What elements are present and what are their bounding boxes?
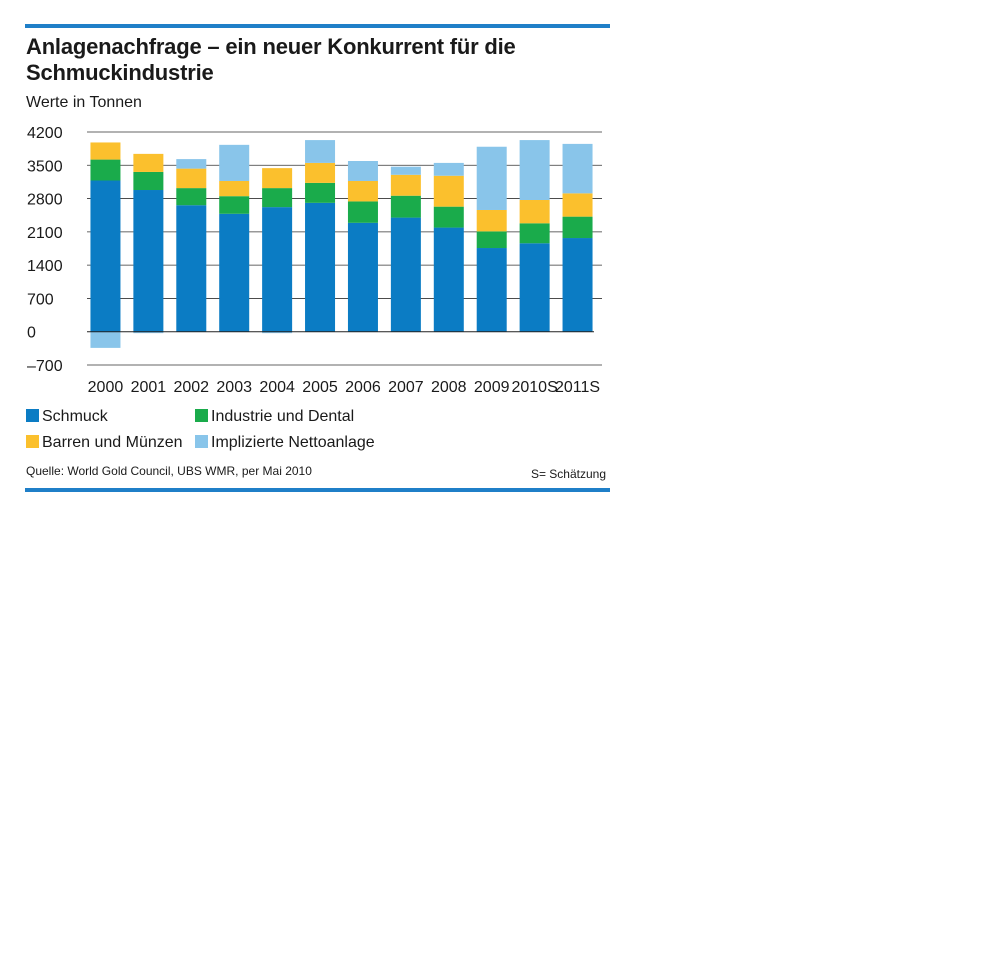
- bar-segment: [562, 143, 593, 194]
- legend-item-nettoanlage: Implizierte Nettoanlage: [195, 433, 375, 453]
- bar-segment: [347, 222, 378, 332]
- bar-segment: [305, 182, 336, 203]
- legend-item-industrie: Industrie und Dental: [195, 407, 354, 427]
- bar-segment: [133, 153, 164, 172]
- y-tick-label: 3500: [27, 158, 63, 175]
- legend: Schmuck Industrie und Dental Barren und …: [25, 407, 610, 463]
- x-tick-label: 2010S: [511, 379, 557, 396]
- bar-segment: [476, 209, 507, 232]
- legend-swatch-barren: [26, 435, 39, 448]
- bottom-rule: [25, 488, 610, 492]
- x-tick-label: 2004: [259, 379, 295, 396]
- bar-segment: [176, 159, 207, 169]
- bar-segment: [305, 202, 336, 332]
- bar-segment: [262, 188, 293, 208]
- bar-segment: [519, 140, 550, 200]
- bar-segment: [305, 162, 336, 183]
- y-tick-label: 2100: [27, 225, 63, 242]
- bar-segment: [176, 188, 207, 206]
- bar-segment: [176, 168, 207, 189]
- bar-segment: [562, 193, 593, 217]
- bar-segment: [219, 180, 250, 197]
- stacked-bar-chart: 4200 3500 2800 2100 1400 700 0 –700 2000 2001 2002…: [27, 125, 602, 396]
- source-note: Quelle: World Gold Council, UBS WMR, per…: [26, 464, 312, 478]
- chart-subtitle: Werte in Tonnen: [26, 94, 142, 111]
- bar-segment: [90, 142, 121, 160]
- x-tick-label: 2007: [388, 379, 424, 396]
- bar-segment: [562, 238, 593, 332]
- bar-segment: [219, 213, 250, 332]
- bar-segment: [176, 205, 207, 332]
- legend-label-industrie: Industrie und Dental: [211, 408, 355, 425]
- bar-segment: [519, 223, 550, 244]
- legend-item-barren: Barren und Münzen: [26, 433, 183, 453]
- legend-item-schmuck: Schmuck: [26, 407, 108, 427]
- y-tick-label: 2800: [27, 192, 63, 209]
- x-tick-label: 2003: [216, 379, 252, 396]
- bar-segment: [476, 231, 507, 249]
- legend-swatch-schmuck: [26, 409, 39, 422]
- bar-segment: [433, 206, 464, 228]
- bar-segment: [390, 174, 421, 196]
- legend-label-nettoanlage: Implizierte Nettoanlage: [211, 434, 375, 451]
- estimate-note: S= Schätzung: [530, 467, 606, 481]
- bar-segment: [219, 196, 250, 214]
- legend-label-schmuck: Schmuck: [42, 408, 108, 425]
- bar-segment: [262, 207, 293, 332]
- bar-segment: [390, 217, 421, 332]
- bar-segment: [262, 168, 293, 189]
- bar-segment: [519, 199, 550, 224]
- x-tick-label: 2001: [131, 379, 167, 396]
- bar-segment: [90, 331, 121, 348]
- bar-segment: [390, 195, 421, 218]
- y-tick-label: 0: [27, 325, 36, 342]
- x-tick-label: 2011S: [555, 379, 600, 396]
- bar-segment: [433, 162, 464, 176]
- bar-segment: [90, 180, 121, 332]
- x-tick-label: 2000: [88, 379, 124, 396]
- y-tick-label: 4200: [27, 125, 63, 142]
- legend-swatch-industrie: [195, 409, 208, 422]
- bar-segment: [262, 331, 293, 334]
- bar-segment: [90, 159, 121, 181]
- bar-segment: [476, 146, 507, 210]
- bar-segment: [433, 175, 464, 207]
- top-rule: [25, 24, 610, 28]
- bar-segment: [347, 161, 378, 181]
- y-tick-label: 700: [27, 291, 54, 308]
- y-tick-label: 1400: [27, 258, 63, 275]
- legend-label-barren: Barren und Münzen: [42, 434, 183, 451]
- chart-title: Anlagenachfrage – ein neuer Konkurrent f…: [26, 34, 516, 85]
- bar-segment: [219, 144, 250, 181]
- x-tick-label: 2009: [474, 379, 510, 396]
- bar-segment: [305, 140, 336, 163]
- y-tick-label: –700: [27, 358, 63, 375]
- x-tick-label: 2006: [345, 379, 381, 396]
- chart-figure: Anlagenachfrage – ein neuer Konkurrent f…: [25, 24, 610, 492]
- bar-segment: [476, 248, 507, 332]
- bar-segment: [347, 180, 378, 202]
- bar-segment: [133, 331, 164, 334]
- x-tick-label: 2002: [173, 379, 209, 396]
- bar-segment: [519, 243, 550, 332]
- bar-segment: [433, 227, 464, 332]
- x-tick-label: 2008: [431, 379, 467, 396]
- bar-segment: [133, 190, 164, 332]
- bar-segment: [562, 216, 593, 239]
- bar-segment: [347, 201, 378, 223]
- bar-segment: [133, 171, 164, 191]
- bar-segment: [390, 166, 421, 175]
- x-tick-label: 2005: [302, 379, 338, 396]
- legend-swatch-nettoanlage: [195, 435, 208, 448]
